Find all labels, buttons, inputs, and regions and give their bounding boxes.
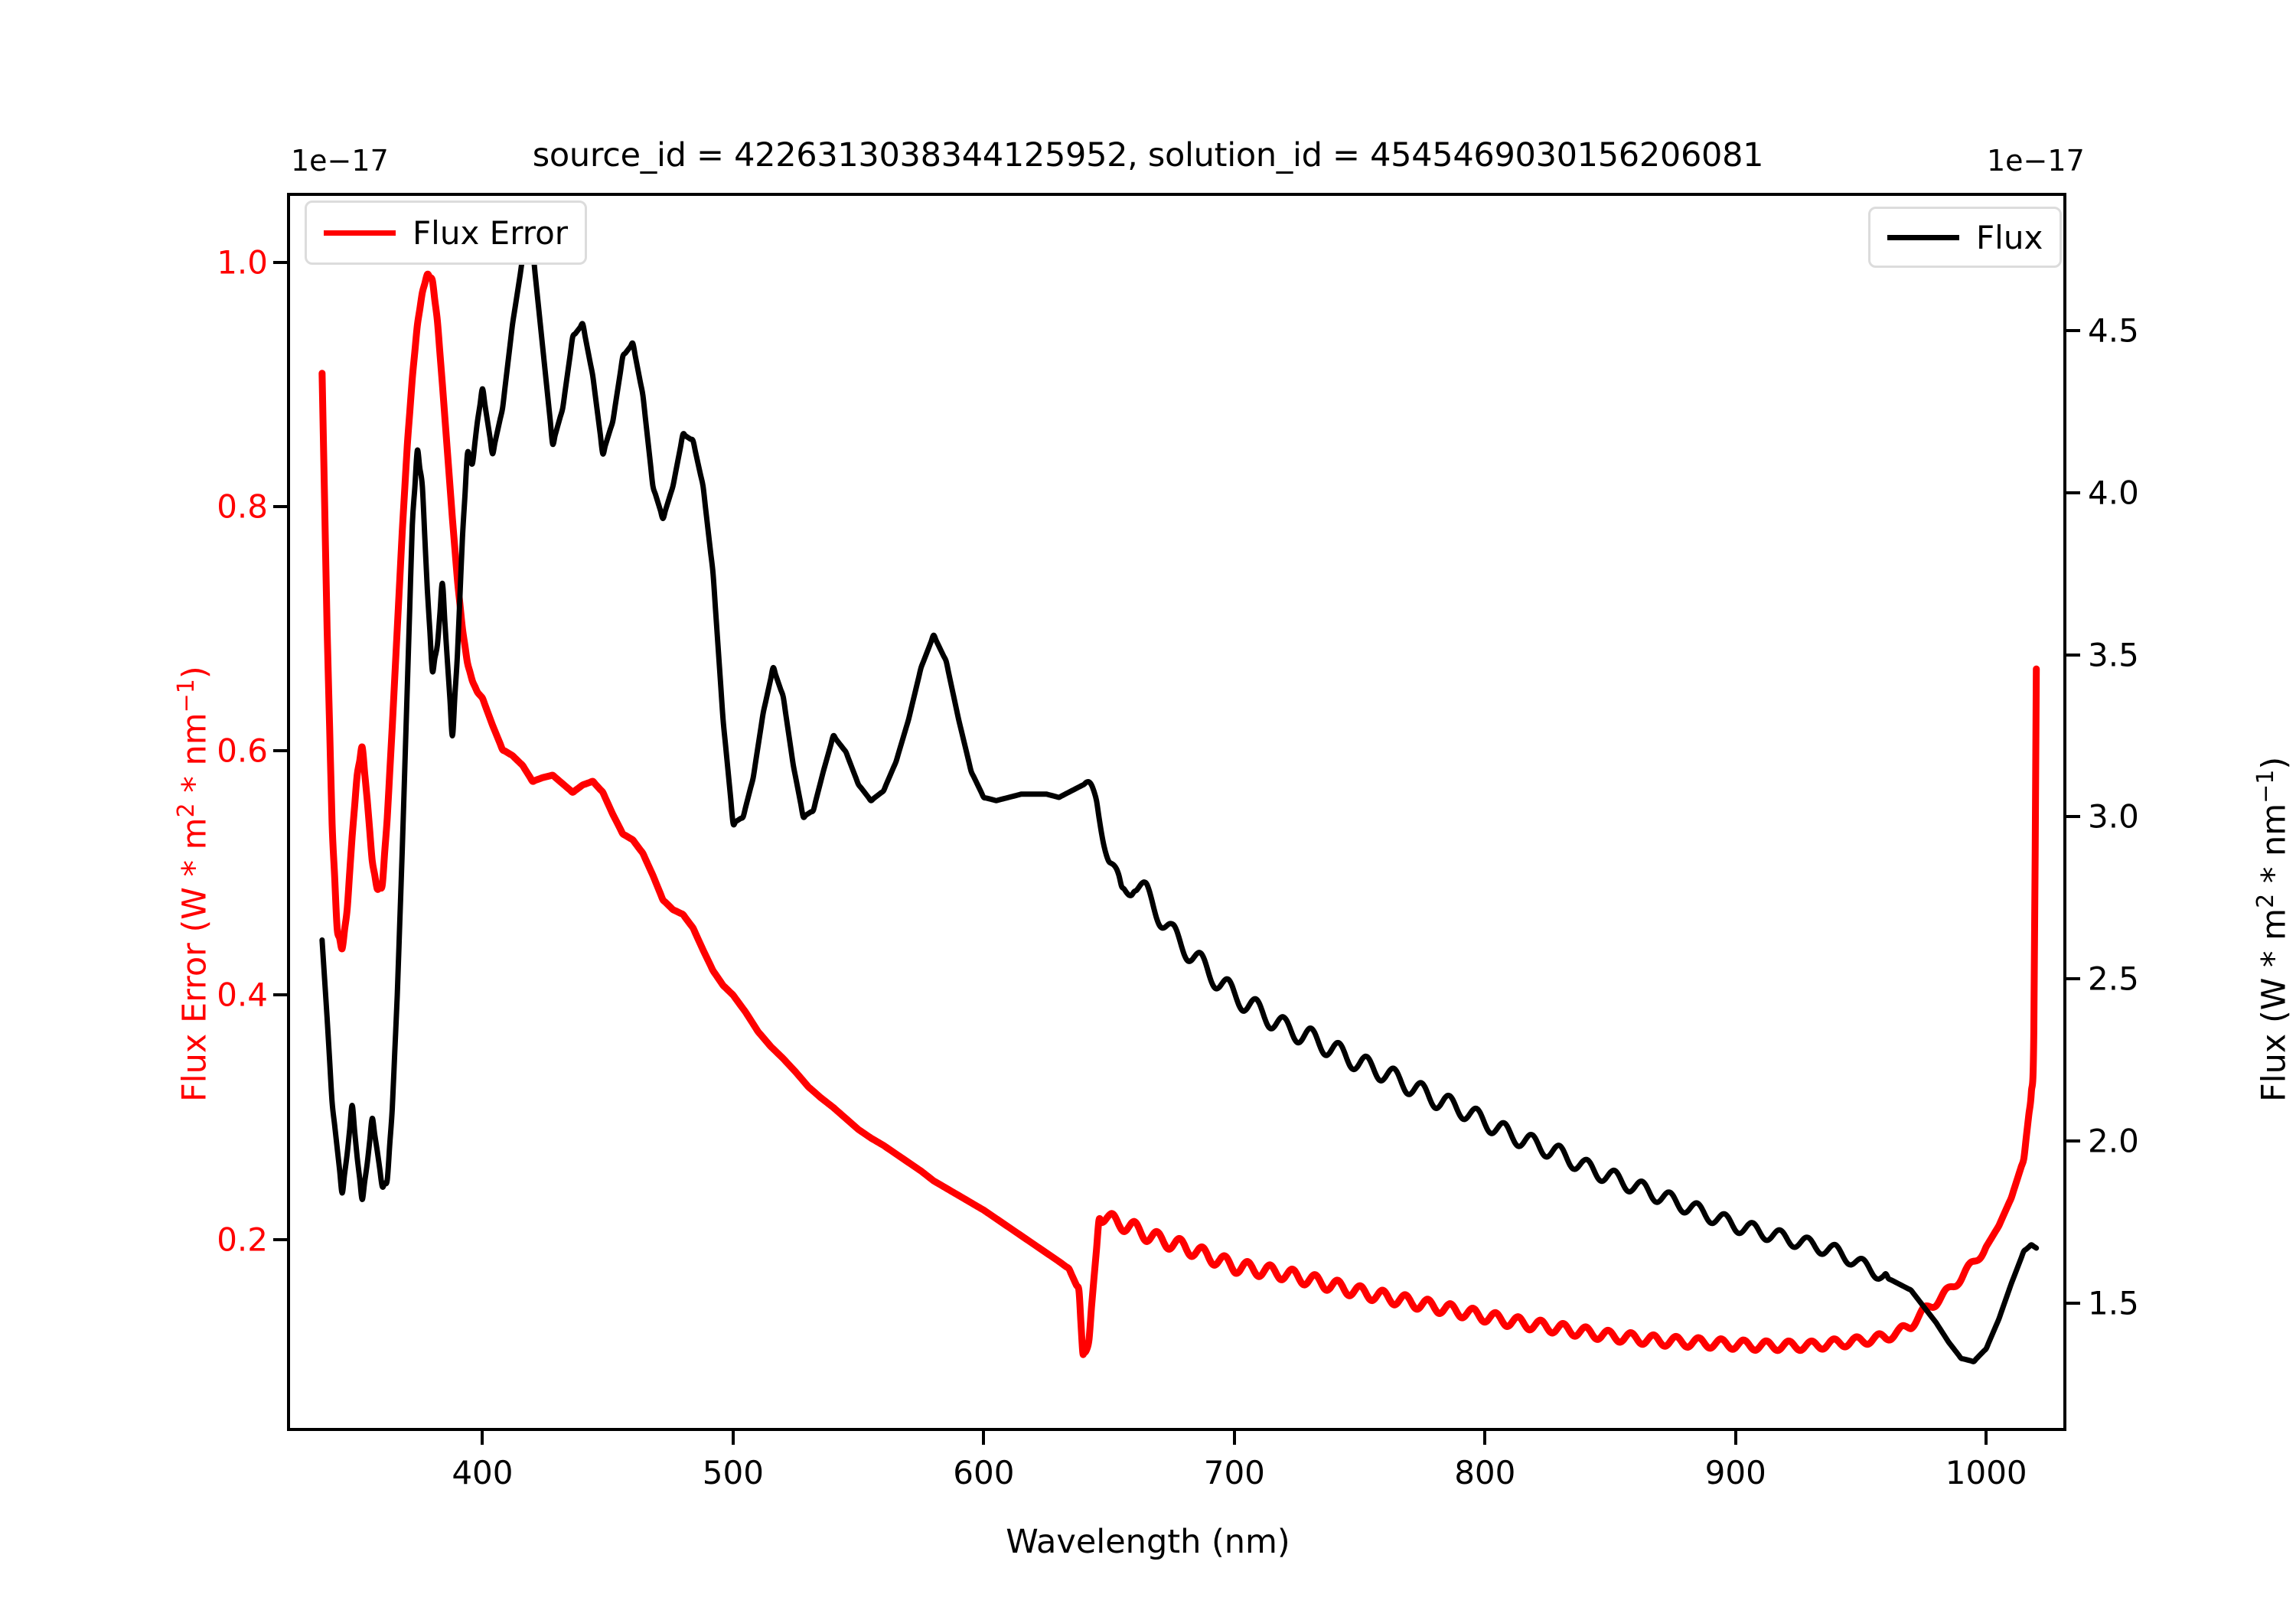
line-flux-error bbox=[318, 270, 2040, 1358]
left-y-tick-label: 0.2 bbox=[217, 1221, 268, 1259]
right-y-axis-label: Flux (W * m2 * nm−1) bbox=[2252, 756, 2294, 1102]
x-tick-label: 500 bbox=[702, 1454, 764, 1491]
x-tick-label: 400 bbox=[452, 1454, 514, 1491]
plot-lines-svg bbox=[318, 245, 2040, 1364]
x-tick-mark bbox=[1483, 1431, 1487, 1445]
chart-title: source_id = 4226313038344125952, solutio… bbox=[532, 136, 1764, 174]
right-y-tick-label: 2.5 bbox=[2088, 960, 2139, 998]
right-y-tick-label: 3.5 bbox=[2088, 636, 2139, 674]
left-y-tick-label: 0.8 bbox=[217, 487, 268, 526]
plot-area-frame bbox=[287, 193, 2066, 1431]
right-y-tick-label: 2.0 bbox=[2088, 1122, 2139, 1160]
right-y-tick-label: 1.5 bbox=[2088, 1284, 2139, 1322]
left-y-axis-label: Flux Error (W * m2 * nm−1) bbox=[173, 666, 214, 1102]
legend-flux[interactable]: Flux bbox=[1868, 207, 2063, 268]
left-y-tick-mark bbox=[273, 749, 287, 753]
right-y-tick-label: 3.0 bbox=[2088, 797, 2139, 836]
line-flux bbox=[319, 245, 2040, 1364]
x-tick-mark bbox=[1985, 1431, 1988, 1445]
x-tick-mark bbox=[481, 1431, 484, 1445]
right-y-tick-mark bbox=[2066, 328, 2080, 332]
right-y-tick-mark bbox=[2066, 977, 2080, 981]
right-axis-offset-exponent: 1e−17 bbox=[1987, 144, 2085, 178]
legend-label-flux-error: Flux Error bbox=[413, 214, 569, 252]
legend-line-red-icon bbox=[324, 230, 396, 236]
x-tick-mark bbox=[731, 1431, 735, 1445]
x-tick-label: 600 bbox=[953, 1454, 1015, 1491]
left-y-tick-label: 0.4 bbox=[217, 976, 268, 1014]
right-y-tick-mark bbox=[2066, 653, 2080, 657]
left-axis-offset-exponent: 1e−17 bbox=[291, 144, 389, 178]
x-tick-label: 1000 bbox=[1945, 1454, 2027, 1491]
right-y-tick-mark bbox=[2066, 1139, 2080, 1143]
x-tick-mark bbox=[982, 1431, 986, 1445]
legend-line-black-icon bbox=[1887, 234, 1959, 240]
left-y-tick-mark bbox=[273, 504, 287, 508]
right-y-tick-mark bbox=[2066, 491, 2080, 494]
left-y-tick-mark bbox=[273, 993, 287, 997]
left-y-tick-label: 0.6 bbox=[217, 732, 268, 770]
right-y-tick-label: 4.5 bbox=[2088, 311, 2139, 350]
right-y-tick-mark bbox=[2066, 1301, 2080, 1305]
legend-flux-error[interactable]: Flux Error bbox=[305, 200, 588, 265]
left-y-tick-label: 1.0 bbox=[217, 243, 268, 282]
x-axis-label: Wavelength (nm) bbox=[1006, 1523, 1290, 1561]
x-tick-mark bbox=[1232, 1431, 1236, 1445]
left-y-tick-mark bbox=[273, 260, 287, 264]
x-tick-label: 900 bbox=[1704, 1454, 1766, 1491]
legend-label-flux: Flux bbox=[1976, 218, 2043, 256]
right-y-tick-label: 4.0 bbox=[2088, 474, 2139, 512]
x-tick-label: 800 bbox=[1454, 1454, 1516, 1491]
left-y-tick-mark bbox=[273, 1237, 287, 1241]
right-y-tick-mark bbox=[2066, 815, 2080, 819]
x-tick-mark bbox=[1733, 1431, 1737, 1445]
x-tick-label: 700 bbox=[1203, 1454, 1265, 1491]
